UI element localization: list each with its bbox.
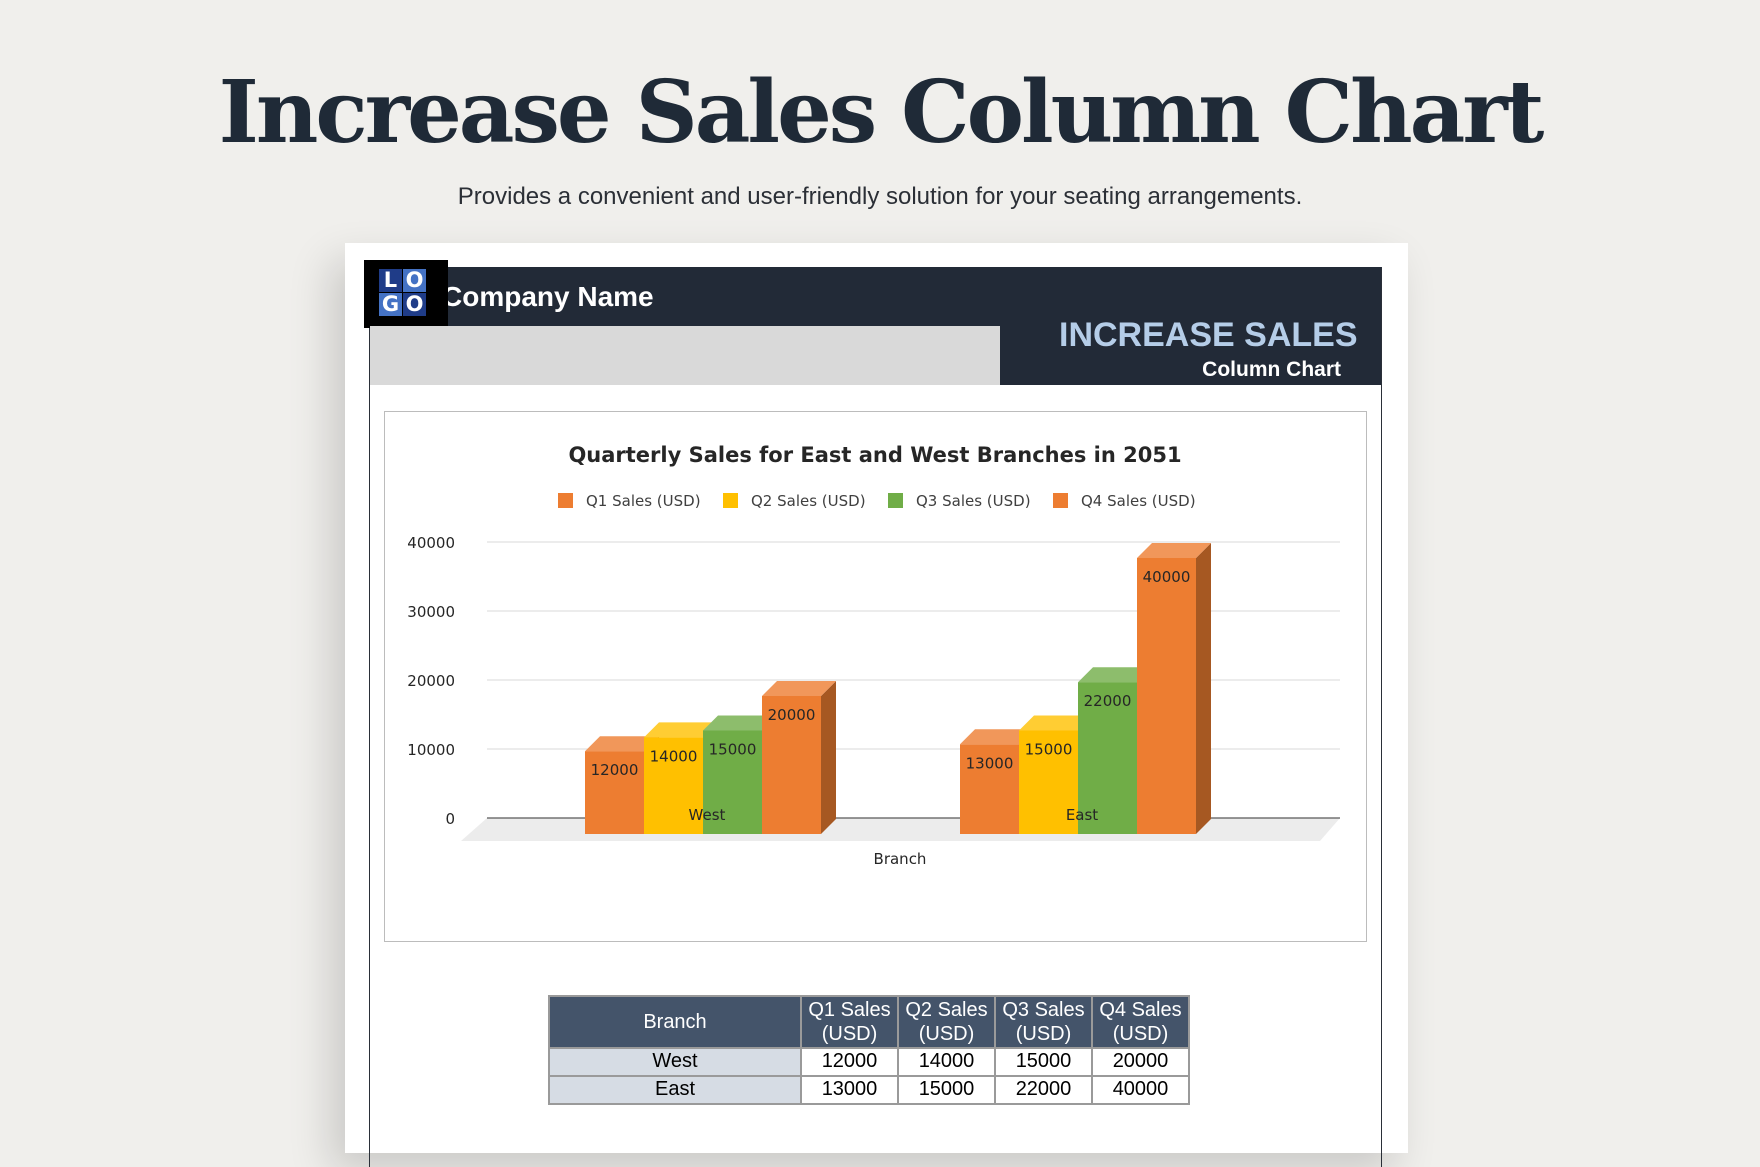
data-label: 13000 bbox=[966, 754, 1014, 772]
x-axis: West East bbox=[689, 806, 1099, 824]
bar-top bbox=[585, 736, 659, 752]
bar: 40000 bbox=[1137, 543, 1211, 834]
legend-label: Q1 Sales (USD) bbox=[586, 492, 701, 510]
column-chart: Quarterly Sales for East and West Branch… bbox=[407, 443, 1340, 868]
bar-front bbox=[585, 751, 644, 834]
table-row: West 12000 14000 15000 20000 bbox=[548, 1047, 1190, 1077]
title-box-subheading: Column Chart bbox=[1202, 358, 1341, 381]
table-cell: 14000 bbox=[897, 1047, 996, 1077]
bar-front bbox=[644, 737, 703, 834]
title-box: INCREASE SALES Column Chart bbox=[1000, 316, 1381, 385]
x-tick-label: West bbox=[689, 806, 726, 824]
table-cell: 22000 bbox=[994, 1075, 1093, 1105]
chart-bars: 12000 14000 15000 20000 13000 15000 22000 40000 bbox=[585, 543, 1211, 834]
bar-top bbox=[762, 681, 836, 696]
logo-letter: O bbox=[403, 293, 426, 316]
legend-swatch bbox=[723, 493, 738, 508]
table-header-cell: Q2 Sales (USD) bbox=[897, 995, 996, 1049]
table-header-cell: Q4 Sales (USD) bbox=[1091, 995, 1190, 1049]
table-header-cell: Q3 Sales (USD) bbox=[994, 995, 1093, 1049]
chart-container: Quarterly Sales for East and West Branch… bbox=[384, 411, 1367, 942]
table-header-row: Branch Q1 Sales (USD) Q2 Sales (USD) Q3 … bbox=[548, 995, 1190, 1049]
legend-swatch bbox=[1053, 493, 1068, 508]
table-cell: East bbox=[548, 1075, 802, 1105]
chart-legend: Q1 Sales (USD) Q2 Sales (USD) Q3 Sales (US… bbox=[558, 492, 1196, 510]
company-name: Company Name bbox=[442, 281, 654, 312]
logo-letter: O bbox=[403, 269, 426, 292]
table-header-cell: Q1 Sales (USD) bbox=[800, 995, 899, 1049]
data-label: 14000 bbox=[650, 747, 698, 765]
y-tick-label: 10000 bbox=[407, 741, 455, 759]
data-label: 12000 bbox=[591, 761, 639, 779]
bar-side bbox=[821, 681, 836, 834]
bar-front bbox=[1078, 682, 1137, 834]
y-axis: 0 10000 20000 30000 40000 bbox=[407, 534, 455, 828]
data-label: 20000 bbox=[768, 706, 816, 724]
y-tick-label: 30000 bbox=[407, 603, 455, 621]
bar-side bbox=[1196, 543, 1211, 834]
logo-letter: L bbox=[379, 269, 402, 292]
bar-front bbox=[1137, 558, 1196, 834]
chart-title: Quarterly Sales for East and West Branch… bbox=[568, 443, 1181, 467]
page-title: Increase Sales Column Chart bbox=[218, 62, 1545, 163]
logo-letter: G bbox=[379, 293, 402, 316]
table-cell: 15000 bbox=[897, 1075, 996, 1105]
legend-swatch bbox=[558, 493, 573, 508]
table-cell: 20000 bbox=[1091, 1047, 1190, 1077]
y-tick-label: 20000 bbox=[407, 672, 455, 690]
page-subtitle: Provides a convenient and user-friendly … bbox=[457, 183, 1303, 210]
legend-label: Q4 Sales (USD) bbox=[1081, 492, 1196, 510]
bar-top bbox=[960, 729, 1034, 745]
table-cell: 13000 bbox=[800, 1075, 899, 1105]
bar-top bbox=[1137, 543, 1211, 558]
bar: 20000 bbox=[762, 681, 836, 834]
document-frame: Company Name L O G O INCREASE SALES Colu… bbox=[364, 260, 1382, 1167]
legend-swatch bbox=[888, 493, 903, 508]
document-sheet: Company Name L O G O INCREASE SALES Colu… bbox=[345, 243, 1408, 1167]
legend-label: Q3 Sales (USD) bbox=[916, 492, 1031, 510]
header-gray-band bbox=[370, 326, 1000, 385]
bar-top bbox=[1019, 715, 1093, 731]
title-box-heading: INCREASE SALES bbox=[1059, 316, 1358, 354]
table-header-cell: Branch bbox=[548, 995, 802, 1049]
logo: L O G O bbox=[364, 260, 448, 328]
data-label: 15000 bbox=[709, 741, 757, 759]
bar: 13000 bbox=[960, 729, 1034, 834]
bar-top bbox=[703, 715, 777, 731]
data-label: 22000 bbox=[1084, 692, 1132, 710]
data-label: 15000 bbox=[1025, 741, 1073, 759]
data-label: 40000 bbox=[1143, 568, 1191, 586]
y-tick-label: 40000 bbox=[407, 534, 455, 552]
sales-table: Branch Q1 Sales (USD) Q2 Sales (USD) Q3 … bbox=[548, 995, 1190, 1105]
y-tick-label: 0 bbox=[445, 810, 455, 828]
table-cell: 12000 bbox=[800, 1047, 899, 1077]
bar-front bbox=[703, 730, 762, 834]
bar-front bbox=[1019, 730, 1078, 834]
bar-top bbox=[1078, 667, 1152, 683]
x-axis-title: Branch bbox=[874, 850, 927, 868]
bar-front bbox=[762, 696, 821, 834]
bar-front bbox=[960, 744, 1019, 834]
x-tick-label: East bbox=[1066, 806, 1098, 824]
header-bar: Company Name bbox=[370, 267, 1381, 326]
table-row: East 13000 15000 22000 40000 bbox=[548, 1075, 1190, 1105]
bar-top bbox=[644, 722, 718, 738]
table-cell: West bbox=[548, 1047, 802, 1077]
legend-label: Q2 Sales (USD) bbox=[751, 492, 866, 510]
table-cell: 15000 bbox=[994, 1047, 1093, 1077]
table-cell: 40000 bbox=[1091, 1075, 1190, 1105]
